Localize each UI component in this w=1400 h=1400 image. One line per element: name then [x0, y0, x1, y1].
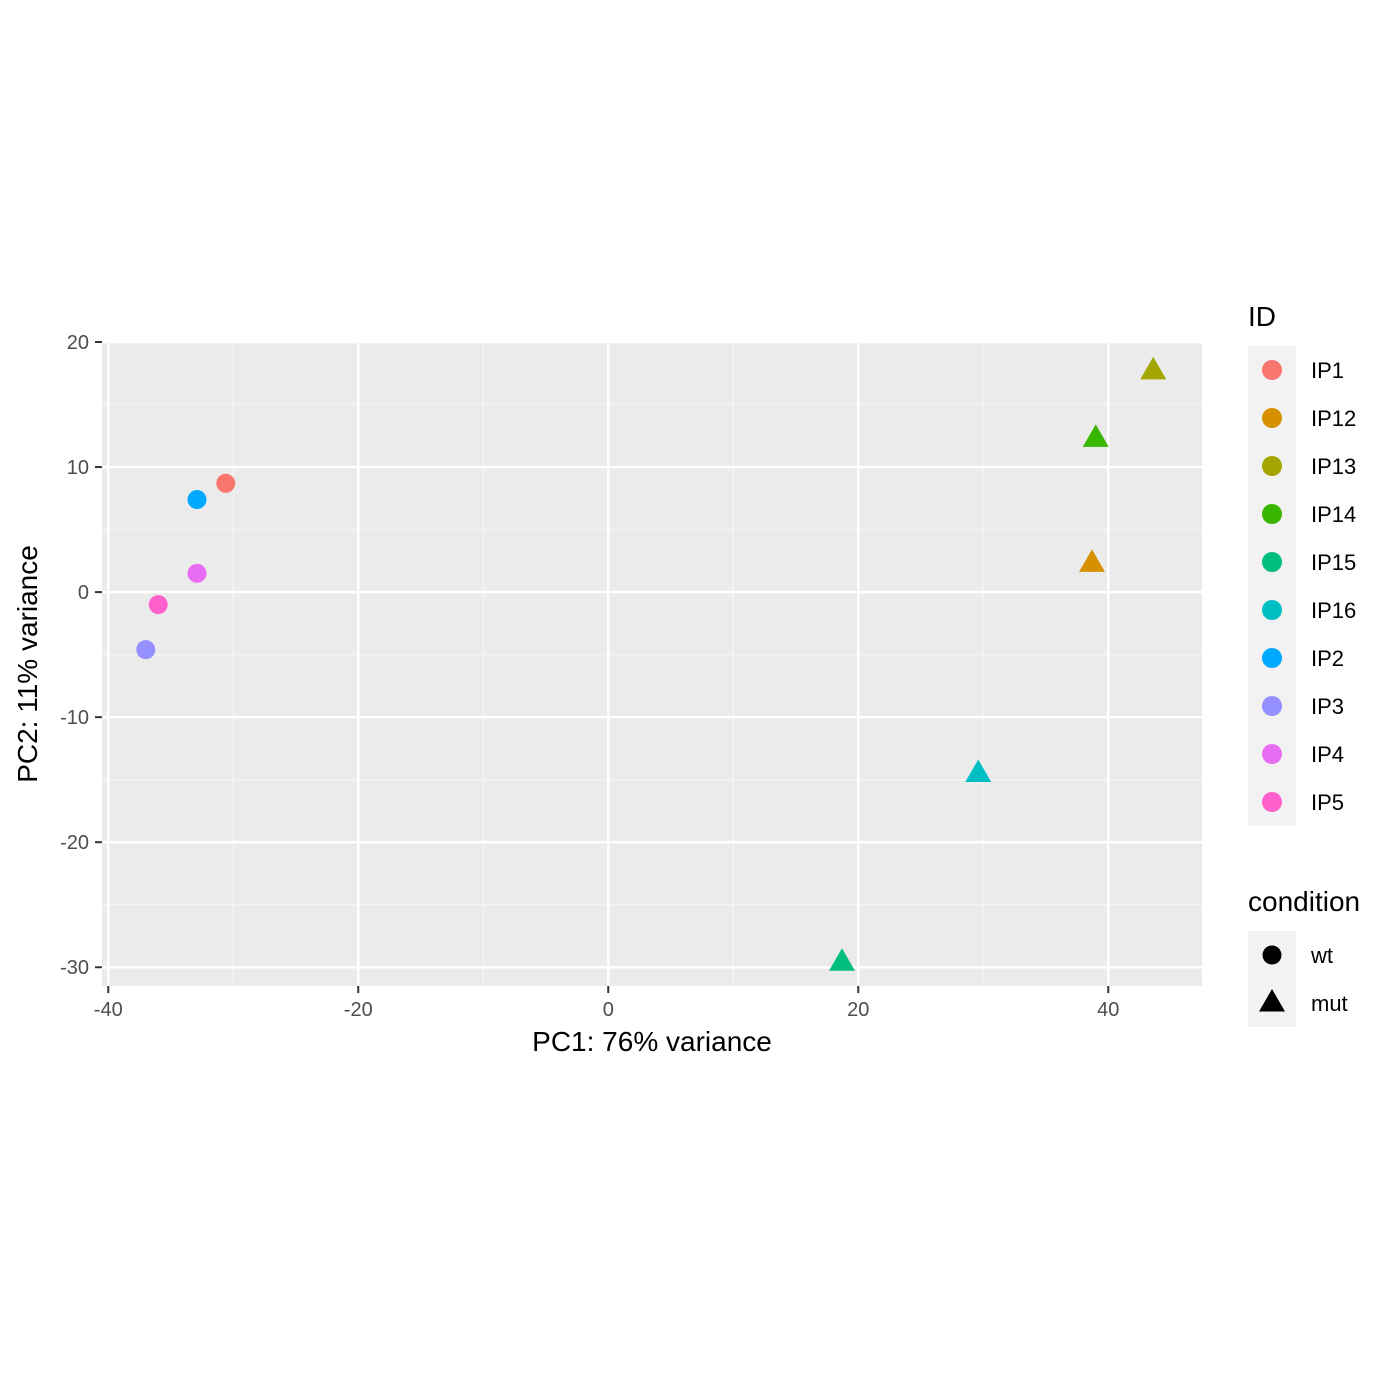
data-point-ip1	[216, 473, 236, 493]
legend-condition-label: wt	[1310, 943, 1333, 968]
y-tick-label: -20	[60, 832, 89, 854]
legend-condition-triangle-icon	[1259, 989, 1285, 1012]
data-point-ip13	[1140, 356, 1167, 380]
legend-condition: condition wt mut	[1248, 886, 1360, 1027]
x-tick-label: 40	[1097, 999, 1119, 1021]
legend-condition-key-background	[1248, 931, 1296, 1027]
legend-id-swatch-ip15	[1262, 552, 1282, 572]
data-point-ip14	[1082, 424, 1109, 447]
y-tick-label: -10	[60, 707, 89, 729]
data-point-ip3	[136, 640, 156, 660]
legend-id-label: IP12	[1311, 406, 1356, 431]
legend-id-label: IP5	[1311, 790, 1344, 815]
data-point-ip4	[187, 563, 207, 583]
axis-ticks	[95, 341, 1110, 993]
x-tick-label: -20	[344, 999, 373, 1021]
legend-id-label: IP16	[1311, 598, 1356, 623]
legend-condition-title: condition	[1248, 886, 1360, 917]
legend-id-swatch-ip3	[1262, 696, 1282, 716]
legend-id-swatch-ip14	[1262, 504, 1282, 524]
x-axis-title: PC1: 76% variance	[532, 1026, 772, 1057]
data-point-ip2	[187, 490, 207, 510]
plot-panel	[102, 342, 1202, 986]
data-point-ip12	[1079, 549, 1105, 572]
data-points	[136, 356, 1167, 971]
legend-id-swatch-ip1	[1262, 360, 1282, 380]
legend-id-title: ID	[1248, 301, 1276, 332]
legend-id-label: IP13	[1311, 454, 1356, 479]
y-tick-label: 20	[67, 332, 89, 354]
legend-id-label: IP4	[1311, 742, 1344, 767]
legend-id-label: IP15	[1311, 550, 1356, 575]
legend-id-swatch-ip13	[1262, 456, 1282, 476]
legend-id-swatch-ip4	[1262, 744, 1282, 764]
legend-condition-label: mut	[1311, 991, 1348, 1016]
minor-gridlines	[102, 342, 1202, 986]
legend-id-label: IP1	[1311, 358, 1344, 383]
legend-id-label: IP14	[1311, 502, 1356, 527]
x-tick-label: -40	[94, 999, 123, 1021]
x-tick-labels: -40 -20 0 20 40	[94, 999, 1120, 1021]
data-point-ip16	[965, 759, 992, 782]
data-point-ip15	[829, 948, 855, 971]
legend-id: ID IP1 IP12 IP13 IP14 IP15 IP16 IP2 IP3 IP4 IP5	[1248, 301, 1356, 826]
legend-id-label: IP3	[1311, 694, 1344, 719]
x-tick-label: 20	[847, 999, 869, 1021]
legend-condition-circle-icon	[1262, 945, 1282, 965]
legend-id-label: IP2	[1311, 646, 1344, 671]
y-tick-label: -30	[60, 957, 89, 979]
legend-id-swatch-ip5	[1262, 792, 1282, 812]
legend-id-swatch-ip16	[1262, 600, 1282, 620]
legend-id-swatch-ip12	[1262, 408, 1282, 428]
y-tick-label: 10	[67, 457, 89, 479]
data-point-ip5	[148, 595, 168, 615]
y-axis-title: PC2: 11% variance	[12, 545, 43, 783]
legend-id-swatch-ip2	[1262, 648, 1282, 668]
x-tick-label: 0	[603, 999, 614, 1021]
major-gridlines	[102, 340, 1202, 986]
y-tick-labels: -30 -20 -10 0 10 20	[60, 332, 89, 979]
y-tick-label: 0	[78, 582, 89, 604]
